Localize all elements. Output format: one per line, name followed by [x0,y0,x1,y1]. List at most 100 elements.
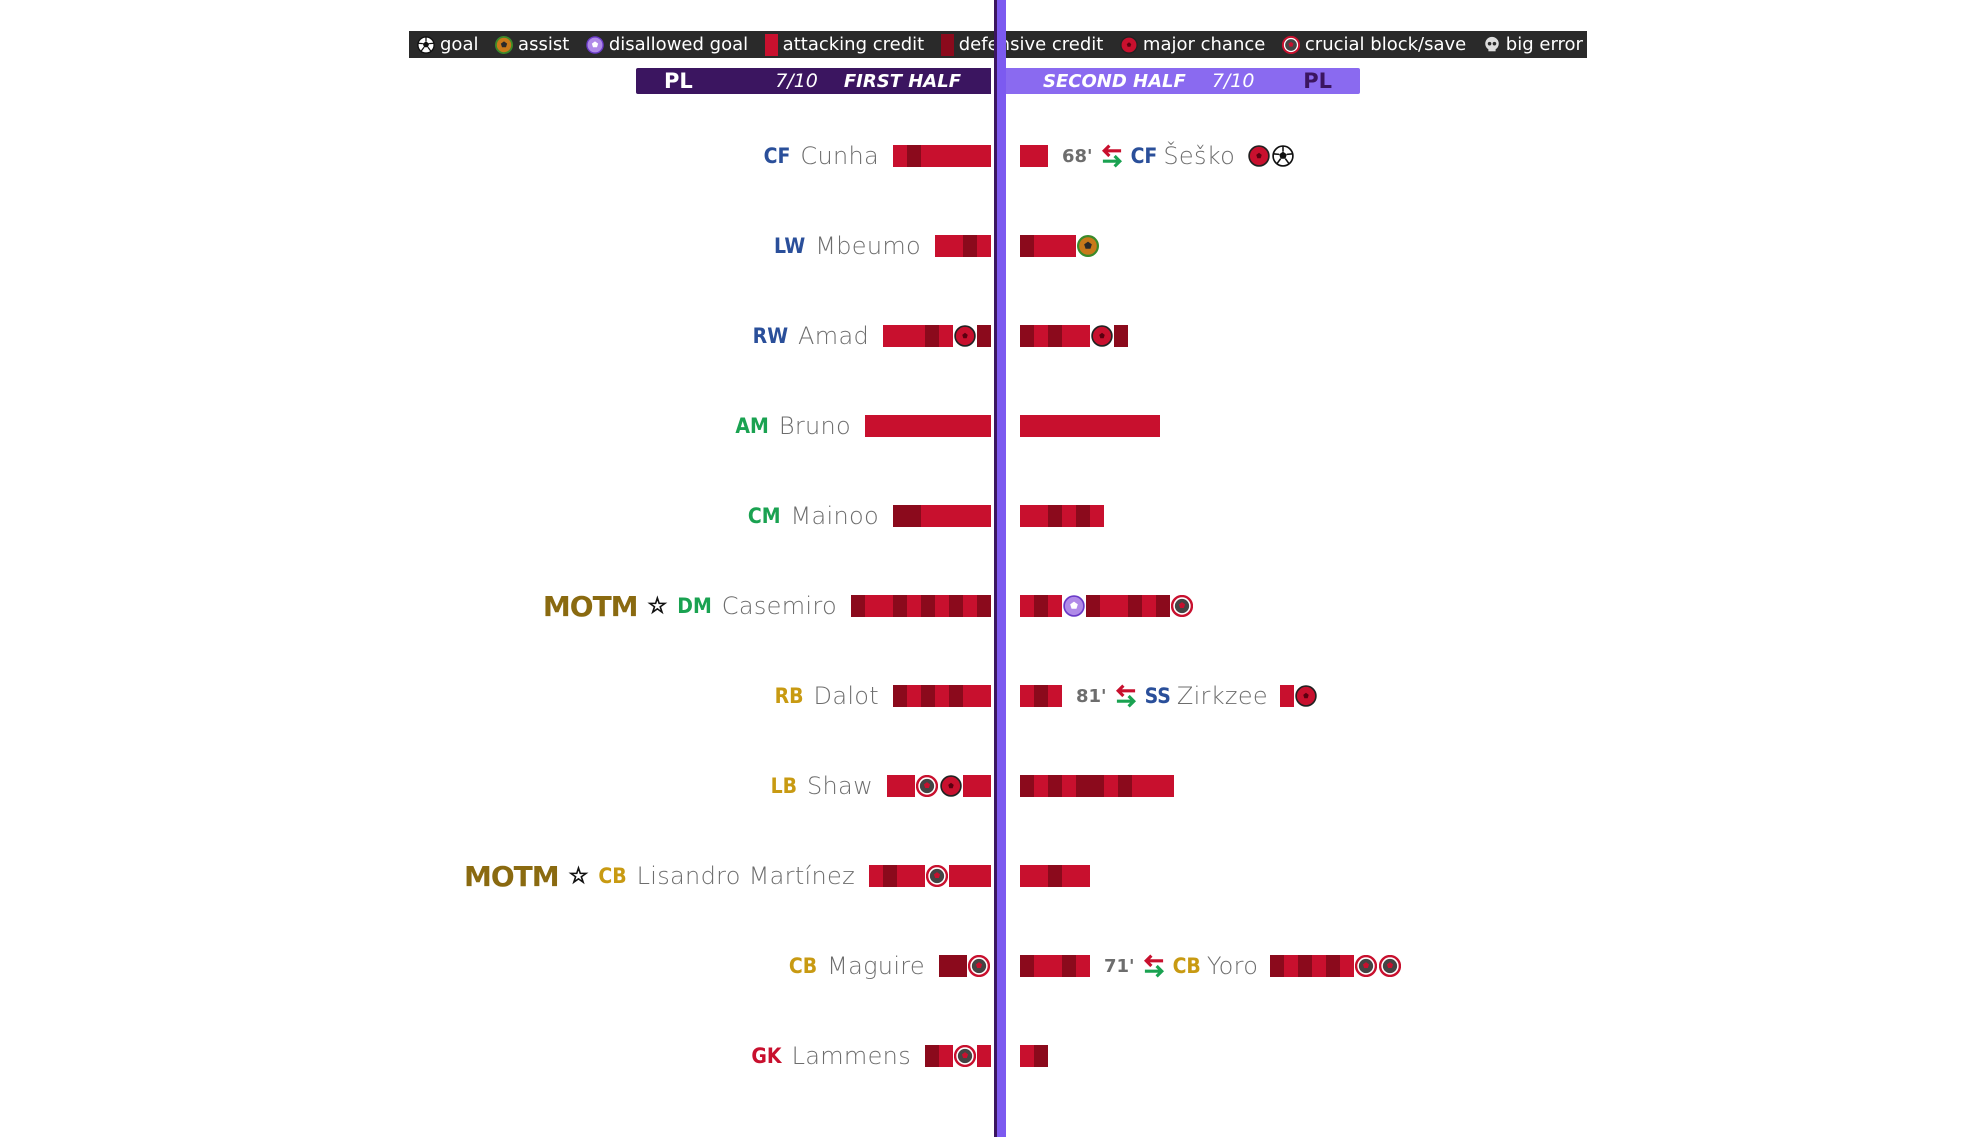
attacking-credit-segment [949,505,963,527]
attacking-credit-segment [963,685,977,707]
attacking-credit-segment [977,775,991,797]
attacking-credit-segment [1020,1045,1034,1067]
attacking-credit-segment [935,685,949,707]
attacking-credit-segment [869,865,883,887]
attacking-credit-segment [1279,685,1294,707]
attacking-credit-segment [977,685,991,707]
attacking-credit-segment [1062,775,1076,797]
defensive-credit-segment [1326,955,1341,977]
defensive-credit-segment [1048,865,1062,887]
player-name: Mainoo [790,502,879,530]
player-name: Šeško [1163,142,1236,170]
legend-item-disallowed-goal: disallowed goal [586,34,748,55]
legend-label: big error [1505,34,1583,55]
attacking-credit-segment [1132,415,1146,437]
attacking-credit-segment [1100,595,1114,617]
attacking-credit-segment [935,235,949,257]
second-half-rating: 7/10 [1211,70,1255,92]
legend-label: attacking credit [782,34,925,55]
legend-label: crucial block/save [1304,34,1467,55]
player-position: CB [598,864,627,888]
legend-item-attacking: attacking credit [764,33,925,56]
player-name: Mbeumo [815,232,921,260]
major-chance-icon [1091,325,1113,351]
attacking-credit-segment [977,145,991,167]
defensive-credit-segment [907,505,921,527]
attacking-credit-segment [921,505,935,527]
substitution-minute: 81' [1076,685,1107,707]
legend-item-skull: big error [1483,34,1583,55]
attacking-credit-segment [963,775,977,797]
player-position: CF [763,144,791,168]
attacking-credit-segment [963,415,977,437]
attacking-credit-segment [1340,955,1355,977]
attacking-credit-segment [939,1045,953,1067]
defensive-credit-segment [893,505,907,527]
attacking-credit-segment [1114,595,1128,617]
attacking-credit-segment [1020,865,1034,887]
attacking-credit-segment [949,145,963,167]
defensive-credit-segment [1020,775,1034,797]
star-icon: ☆ [647,593,668,619]
attacking-credit-segment [1020,415,1034,437]
defensive-credit-segment [925,1045,939,1067]
player-name: Shaw [807,772,873,800]
attacking-credit-segment [1062,325,1076,347]
attacking-credit-segment [1048,685,1062,707]
attacking-credit-segment [1034,415,1048,437]
attacking-credit-segment [1020,685,1034,707]
crucial-block-icon [1355,954,1378,981]
crucial-block-icon [953,1044,977,1071]
disallowed-goal-icon [586,35,604,54]
player-position: CF [1130,144,1158,168]
defensive-credit-segment [963,235,977,257]
defensive-credit-segment [1156,595,1170,617]
attacking-credit-segment [1142,595,1156,617]
substitute-label: 71' CB Yoro [1104,949,1258,983]
player-position: RB [774,684,804,708]
attacking-credit-segment [1090,415,1104,437]
player-name: Bruno [778,412,851,440]
attacking-credit-segment [897,865,911,887]
attacking-credit-segment [1104,775,1118,797]
substitute-label: 81' SS Zirkzee [1076,679,1268,713]
legend-label: disallowed goal [608,34,749,55]
attacking-credit-segment [1020,505,1034,527]
attacking-credit-segment [879,415,893,437]
player-name: Maguire [827,952,925,980]
attacking-credit-segment [977,865,991,887]
player-position: DM [677,594,712,618]
crucial-block-icon [925,864,949,891]
player-name: Casemiro [721,592,837,620]
player-label: RB Dalot [775,679,879,713]
attacking-credit-segment [911,865,925,887]
attacking-credit-segment [907,415,921,437]
second-half-competition: PL [1303,69,1332,93]
first-half-title: FIRST HALF [843,70,961,92]
crucial-block-icon [967,954,991,981]
player-name: Amad [798,322,869,350]
defensive-credit-segment [1114,325,1128,347]
motm-badge: MOTM [463,859,560,893]
attacking-credit-segment [1048,235,1062,257]
player-label: RW Amad [753,319,869,353]
player-label: GK Lammens [751,1039,911,1073]
defensive-credit-segment [949,685,963,707]
second-half-header: SECOND HALF 7/10 PL [1003,68,1360,94]
attacking-credit-segment [949,235,963,257]
player-name: Yoro [1206,952,1259,980]
attacking-credit-segment [1034,145,1048,167]
attacking-credit-segment [1132,775,1146,797]
attacking-credit-segment [1076,415,1090,437]
attacking-credit-segment [963,595,977,617]
attacking-credit-segment [1076,865,1090,887]
attacking-credit-segment [1034,775,1048,797]
attacking-credit-segment [1160,775,1174,797]
attacking-credit-segment [921,415,935,437]
defensive-bar [940,33,954,56]
legend-item-crucial-block: crucial block/save [1281,34,1467,55]
crucial-block-icon [1170,594,1194,621]
player-name: Zirkzee [1176,682,1268,710]
player-position: CM [747,504,781,528]
